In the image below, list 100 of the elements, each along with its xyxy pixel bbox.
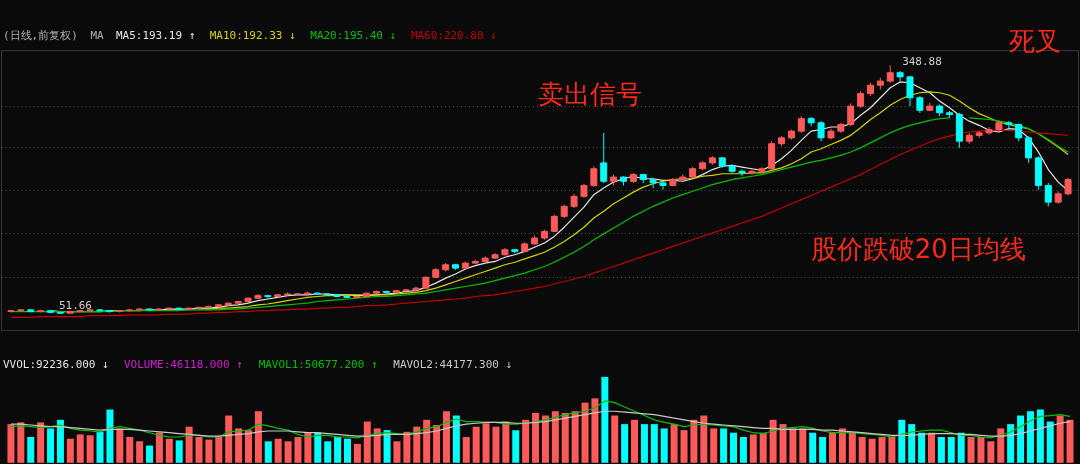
annotation: 51.66 <box>58 298 92 312</box>
candlestick <box>600 132 608 184</box>
bar <box>363 421 371 463</box>
bar <box>205 439 213 463</box>
bar <box>66 438 74 463</box>
bar <box>284 441 292 463</box>
bar <box>789 428 797 463</box>
text: VVOL:92236.000 ↓ <box>3 357 109 371</box>
bar <box>888 437 896 463</box>
bar <box>809 432 817 463</box>
candlestick <box>817 120 825 142</box>
bar <box>680 430 688 463</box>
bar <box>492 426 500 463</box>
bar <box>1046 421 1054 463</box>
bar <box>413 426 421 463</box>
bar <box>304 432 312 463</box>
bar <box>1066 419 1074 463</box>
bar <box>670 424 678 463</box>
bar <box>1007 424 1015 463</box>
bar <box>155 432 163 463</box>
bar <box>106 409 114 463</box>
bar <box>334 437 342 463</box>
bar <box>462 437 470 463</box>
candlestick <box>847 103 855 127</box>
bar <box>640 424 648 463</box>
bar <box>353 443 361 463</box>
bar <box>165 438 173 463</box>
bar <box>541 415 549 463</box>
bar <box>621 424 629 463</box>
bar <box>799 428 807 463</box>
bar <box>1026 411 1034 463</box>
legend-title: MA <box>90 29 104 43</box>
bar <box>47 428 55 463</box>
bar <box>769 419 777 463</box>
bar <box>314 432 322 463</box>
bar <box>1036 409 1044 463</box>
bar <box>433 424 441 463</box>
bar <box>878 437 886 463</box>
bar <box>858 437 866 463</box>
bar <box>937 437 945 463</box>
bar <box>591 398 599 463</box>
annotation: 股价跌破20日均线 <box>810 233 1026 264</box>
bar <box>927 432 935 463</box>
bar <box>700 415 708 463</box>
bar <box>720 428 728 463</box>
bar <box>918 432 926 463</box>
bar <box>294 437 302 463</box>
bar <box>660 428 668 463</box>
bar <box>1017 415 1025 463</box>
chart-title: (日线,前复权) <box>3 29 78 43</box>
bar <box>472 426 480 463</box>
bar <box>581 402 589 463</box>
bar <box>601 376 609 463</box>
bar <box>442 411 450 463</box>
bar <box>947 437 955 463</box>
bar <box>848 432 856 463</box>
bar <box>631 419 639 463</box>
bar <box>96 431 104 463</box>
bar <box>423 419 431 463</box>
annotation: 卖出信号 <box>538 79 643 110</box>
bar <box>215 437 223 463</box>
bar <box>27 437 35 463</box>
bar <box>739 437 747 463</box>
bar <box>343 438 351 463</box>
text: VOLUME:46118.000 ↑ <box>124 357 243 371</box>
bar <box>819 437 827 463</box>
bar <box>690 419 698 463</box>
candlestick <box>906 75 914 107</box>
bar <box>7 424 15 463</box>
bar <box>650 424 658 463</box>
candlestick <box>1025 135 1033 164</box>
bar <box>245 430 252 463</box>
candlestick <box>1044 182 1052 207</box>
bar <box>1056 415 1064 463</box>
bar <box>561 412 569 463</box>
bar <box>532 412 540 463</box>
candlestick <box>659 180 667 191</box>
bar <box>838 428 846 463</box>
bar <box>908 424 916 463</box>
bar <box>264 441 272 463</box>
candlestick <box>590 165 598 188</box>
bar <box>868 438 876 463</box>
bar <box>551 411 559 463</box>
text: MA5:193.19 ↑ <box>115 29 196 43</box>
bar <box>522 419 530 463</box>
bar <box>997 428 1005 463</box>
bar <box>116 428 124 463</box>
bar <box>759 432 767 463</box>
bar <box>779 424 787 463</box>
bar <box>710 428 718 463</box>
bar <box>749 434 757 463</box>
bar <box>37 422 45 463</box>
bar <box>324 441 332 463</box>
bar <box>393 441 401 463</box>
bar <box>56 419 64 463</box>
bar <box>967 437 975 463</box>
bar <box>76 434 84 463</box>
bar <box>86 435 94 463</box>
bar <box>482 423 490 463</box>
bar <box>977 437 985 463</box>
